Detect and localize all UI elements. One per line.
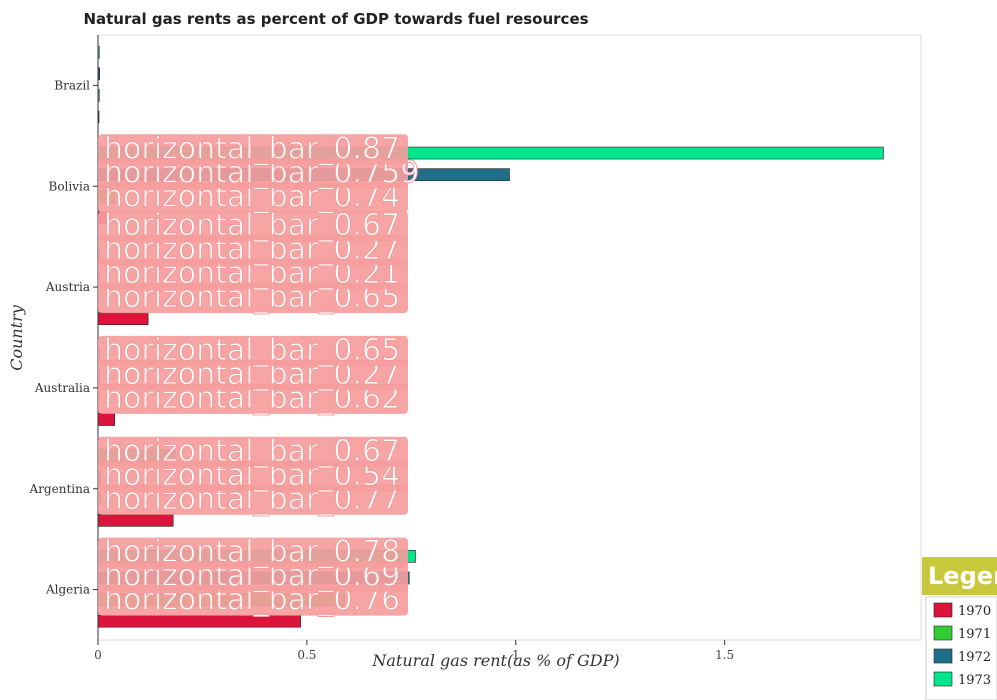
annotation-box [98, 585, 408, 616]
category-labels: Algeria Argentina Australia Austria Bolivia B… [29, 78, 98, 597]
annotation-box [98, 211, 408, 242]
annotation-box [98, 484, 408, 515]
annotation-label: horizontal_bar_0.78 [104, 535, 400, 570]
legend-swatch [933, 602, 953, 618]
legend-label: 1972 [958, 650, 991, 665]
annotation-label: horizontal_bar_0.65 [104, 333, 400, 368]
category-label: Austria [45, 280, 90, 294]
legend-title-box [922, 557, 997, 595]
x-tick-label: 1 [512, 648, 520, 662]
legend-swatch [933, 648, 953, 664]
chart-title: Natural gas rents as percent of GDP towa… [83, 10, 588, 28]
annotation-box [98, 537, 408, 568]
category-label: Algeria [45, 583, 90, 597]
legend-label: 1970 [958, 604, 991, 619]
y-axis-label: Country [7, 304, 26, 371]
annotation-box [98, 335, 408, 366]
annotation-box [98, 561, 408, 592]
x-tick-label: 0 [94, 648, 102, 662]
annotation-box [98, 259, 408, 290]
category-label: Bolivia [49, 179, 91, 193]
category-label: Argentina [29, 482, 90, 496]
annotation-box [98, 134, 408, 165]
category-label: Brazil [54, 78, 90, 92]
annotation-label: horizontal_bar_0.87 [104, 131, 400, 166]
annotation-box [98, 436, 408, 467]
x-axis-ticks: 0 0.5 1 1.5 [94, 640, 734, 662]
category-label: Australia [34, 381, 90, 395]
annotation-box [98, 460, 408, 491]
x-axis-label: Natural gas rent(as % of GDP) [371, 651, 619, 670]
annotation-box [98, 158, 408, 189]
legend-title: Legend [928, 562, 997, 590]
annotation-label: horizontal_bar_0.67 [104, 208, 400, 243]
legend-label: 1973 [958, 673, 991, 688]
legend-items: 1970 1971 1972 1973 [933, 602, 991, 688]
annotation-box [98, 359, 408, 390]
annotation-label: horizontal_bar_0.67 [104, 434, 400, 469]
legend-swatch [933, 671, 953, 687]
annotations-layer: horizontal_bar_0.76horizontal_bar_0.69ho… [98, 131, 420, 618]
annotation-box [98, 182, 408, 213]
x-tick-label: 0.5 [297, 648, 316, 662]
x-tick-label: 1.5 [715, 648, 734, 662]
annotation-box [98, 383, 408, 414]
legend-swatch [933, 625, 953, 641]
annotation-box [98, 235, 408, 266]
legend-label: 1971 [958, 627, 991, 642]
legend: Legend 1970 1971 1972 1973 [922, 557, 997, 700]
annotation-box [98, 283, 408, 314]
